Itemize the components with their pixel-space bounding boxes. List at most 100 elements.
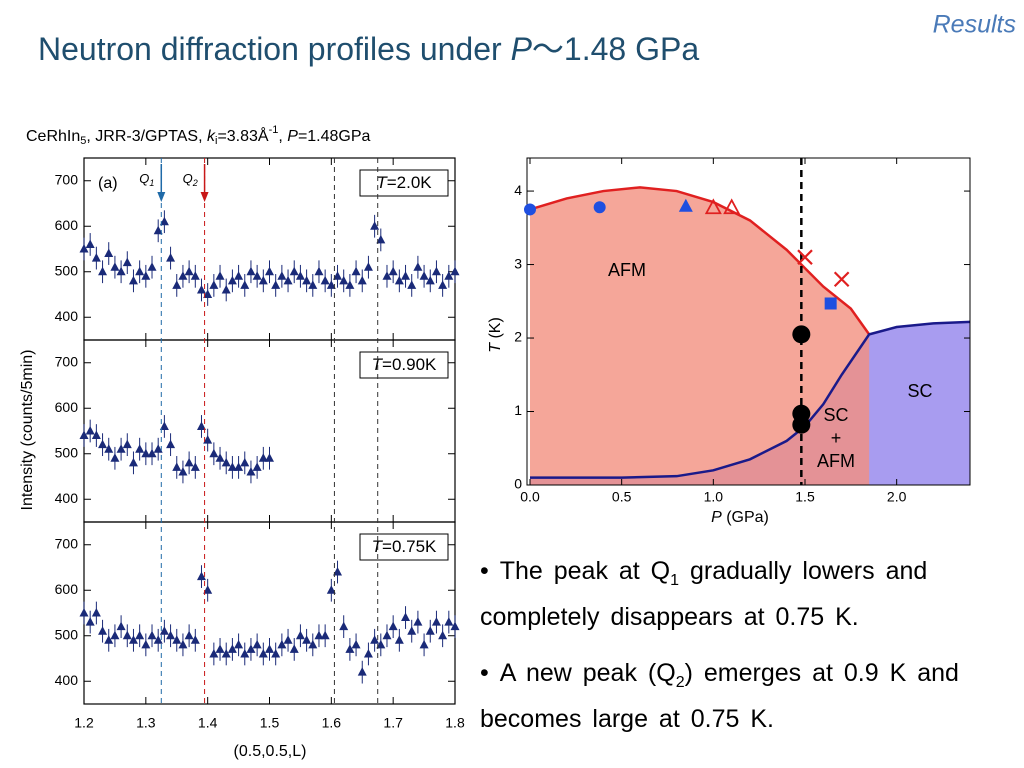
data-point [407, 626, 417, 635]
data-point [357, 275, 367, 285]
data-point [431, 617, 441, 626]
data-point [320, 275, 330, 285]
data-point [98, 266, 108, 276]
data-point [184, 457, 194, 467]
temp-text: =0.75K [382, 537, 437, 556]
data-point [122, 630, 132, 640]
t: 5 [80, 135, 86, 147]
temp-label: T=2.0K [376, 173, 432, 192]
data-point [394, 635, 404, 644]
data-point [792, 415, 811, 434]
data-point [678, 198, 693, 212]
data-point [265, 266, 274, 276]
data-point [190, 271, 200, 280]
bullet-text: 1 [670, 572, 680, 589]
data-point [376, 234, 386, 244]
region-label: SC [907, 381, 932, 401]
data-point [431, 266, 441, 276]
data-point [246, 266, 256, 276]
data-point [289, 266, 299, 276]
peak-label: Q2 [183, 171, 198, 188]
y-tick-label: 0 [514, 476, 522, 492]
panel-label: (a) [98, 175, 118, 192]
data-point [85, 239, 95, 248]
data-point [203, 289, 213, 298]
data-point [824, 297, 837, 310]
y-tick-label: 500 [55, 262, 79, 278]
bullet: • A new peak (Q2) emerges at 0.9 K and b… [480, 659, 959, 733]
data-point [240, 280, 250, 289]
data-point [91, 430, 101, 440]
data-point [363, 648, 373, 658]
y-tick-label: 600 [55, 217, 79, 233]
data-point [320, 630, 330, 640]
data-point [357, 667, 367, 676]
data-point [265, 453, 274, 462]
x-axis-label: (0.5,0.5,L) [234, 743, 307, 760]
data-point [271, 280, 281, 289]
data-point [116, 266, 126, 276]
data-point [246, 466, 256, 476]
data-point [444, 617, 454, 626]
bullet-text: 2 [675, 674, 685, 691]
x-tick-label: 1.8 [445, 715, 465, 731]
y-tick-label: 1 [514, 402, 522, 418]
data-point [153, 444, 163, 453]
data-point [370, 635, 380, 644]
data-point [104, 248, 114, 258]
data-point [413, 617, 423, 626]
data-point [190, 635, 200, 644]
data-point [351, 639, 361, 649]
data-point [227, 462, 237, 471]
t: i [215, 135, 217, 147]
x-tick-label: 1.2 [74, 715, 94, 731]
temp-text: =2.0K [387, 173, 433, 192]
data-point [122, 439, 132, 449]
data-point [209, 448, 219, 458]
data-point [172, 280, 182, 289]
data-point [382, 630, 392, 640]
y-tick-label: 400 [55, 308, 79, 324]
y-tick-label: 700 [55, 535, 79, 551]
data-point [333, 271, 343, 280]
t: k [207, 128, 216, 145]
arrow-head [157, 192, 166, 202]
data-point [128, 457, 138, 467]
t: =3.83Å [217, 126, 268, 145]
region-label: + [831, 428, 842, 448]
y-tick-label: 400 [55, 672, 79, 688]
region-fill [530, 187, 870, 486]
t: -1 [269, 124, 279, 136]
data-point [450, 621, 460, 631]
data-point [240, 648, 250, 658]
temp-box [359, 351, 449, 379]
peak-label: Q1 [139, 171, 154, 188]
data-point [240, 457, 250, 467]
data-point [104, 635, 114, 644]
title-text: ～1.48 GPa [532, 31, 699, 67]
data-point [308, 639, 318, 649]
data-point [209, 280, 219, 289]
y-tick-label: 700 [55, 171, 79, 187]
peak-text: Q [139, 171, 149, 186]
t: (K) [487, 317, 504, 343]
data-point [98, 439, 108, 449]
data-point [153, 635, 163, 644]
data-point [438, 630, 448, 640]
peak-text: Q [183, 171, 193, 186]
data-point [314, 266, 324, 276]
data-point [135, 444, 145, 453]
data-point [283, 635, 293, 644]
data-point [91, 608, 101, 617]
temp-box [359, 533, 449, 561]
data-point [345, 644, 355, 653]
data-point [203, 585, 213, 594]
data-point [234, 639, 244, 649]
data-point [196, 571, 206, 581]
data-point [215, 453, 225, 462]
data-point [122, 257, 132, 267]
data-point [110, 262, 120, 271]
data-point [85, 617, 95, 626]
data-point [271, 648, 281, 658]
data-point [141, 448, 151, 458]
